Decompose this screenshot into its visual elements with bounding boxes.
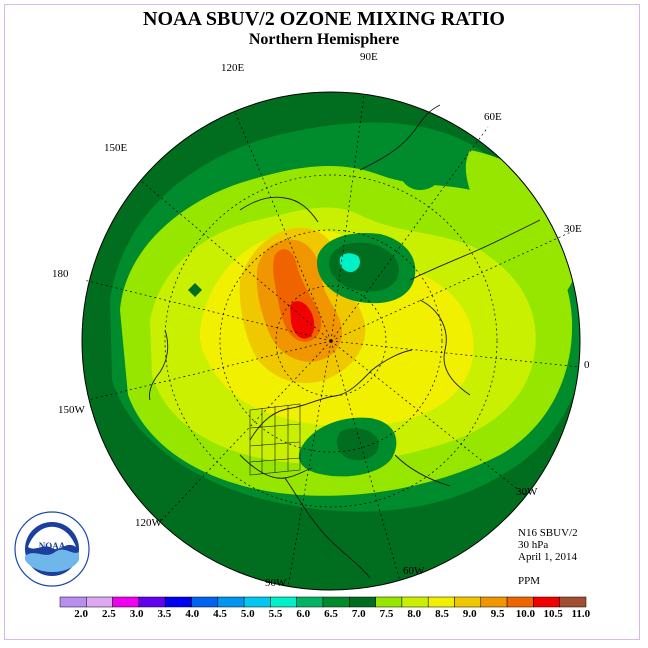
lon-label-30w: 30W <box>516 486 538 498</box>
info-date: April 1, 2014 <box>518 551 577 563</box>
colorbar-swatch <box>112 596 140 608</box>
colorbar-label: 7.5 <box>379 608 394 620</box>
colorbar-swatch <box>480 596 508 608</box>
colorbar-label: 8.5 <box>435 608 449 620</box>
colorbar-label: 2.0 <box>74 608 89 620</box>
colorbar-label: 6.5 <box>324 608 338 620</box>
colorbar-swatch <box>138 596 166 608</box>
lon-label-120w: 120W <box>135 517 162 529</box>
coastlines <box>149 104 541 579</box>
field-light-green-ne <box>465 150 579 310</box>
colorbar-label: 10.0 <box>515 608 535 620</box>
colorbar-swatch <box>454 596 482 608</box>
colorbar-label: 5.5 <box>268 608 283 620</box>
colorbar-label: 11.0 <box>571 608 591 620</box>
field-atlantic-darkgreen <box>336 428 379 461</box>
colorbar-label: 4.0 <box>185 608 200 620</box>
colorbar-swatch <box>322 596 350 608</box>
latitude-circle-30 <box>164 174 498 508</box>
colorbar-label: 9.0 <box>462 608 477 620</box>
ozone-field <box>82 92 580 590</box>
colorbar-swatch <box>349 596 376 608</box>
map-subtitle: Northern Hemisphere <box>248 31 400 48</box>
lon-label-0: 0 <box>584 359 590 371</box>
colorbar-swatch <box>559 596 587 608</box>
lon-label-60w: 60W <box>403 565 425 577</box>
colorbar-label: 7.0 <box>351 608 366 620</box>
lon-label-60e: 60E <box>484 111 502 123</box>
lon-label-90w: 90W <box>265 577 287 589</box>
lon-label-90e: 90E <box>360 51 378 63</box>
lon-label-150e: 150E <box>104 142 128 154</box>
map-title: NOAA SBUV/2 OZONE MIXING RATIO <box>143 8 505 30</box>
colorbar-swatch <box>401 596 429 608</box>
field-diamond <box>188 283 202 297</box>
figure-frame <box>4 4 640 640</box>
info-units: PPM <box>518 575 541 587</box>
colorbar-swatch <box>427 596 455 608</box>
field-red <box>290 301 315 339</box>
colorbar-swatch <box>243 596 271 608</box>
colorbar-label: 3.0 <box>129 608 144 620</box>
latitude-circle-50 <box>219 229 443 453</box>
map-boundary <box>81 91 581 591</box>
colorbar-label: 8.0 <box>407 608 422 620</box>
colorbar-swatch <box>533 596 560 608</box>
colorbar-label: 2.5 <box>102 608 116 620</box>
colorbar-label: 10.5 <box>543 608 563 620</box>
colorbar-swatch <box>296 596 324 608</box>
field-ne-green <box>398 152 442 190</box>
lon-label-180: 180 <box>52 268 69 280</box>
colorbar-label: 5.0 <box>240 608 255 620</box>
info-level: 30 hPa <box>518 539 549 551</box>
us-states <box>249 403 301 476</box>
colorbar <box>59 596 587 608</box>
colorbar-swatch <box>375 596 403 608</box>
graticule <box>83 94 581 588</box>
lon-label-30e: 30E <box>564 223 582 235</box>
colorbar-swatch <box>164 596 192 608</box>
logo-text: NOAA <box>39 541 66 551</box>
info-instrument: N16 SBUV/2 <box>518 527 578 539</box>
colorbar-swatch <box>86 596 113 608</box>
meridians <box>83 94 581 588</box>
colorbar-label: 4.5 <box>213 608 227 620</box>
colorbar-swatch <box>217 596 245 608</box>
colorbar-label: 3.5 <box>157 608 172 620</box>
colorbar-swatch <box>191 596 219 608</box>
latitude-circle-70 <box>275 285 387 397</box>
lon-label-120e: 120E <box>221 62 245 74</box>
noaa-logo: NOAA <box>14 511 90 587</box>
colorbar-swatch <box>270 596 297 608</box>
colorbar-label: 6.0 <box>296 608 311 620</box>
field-low-core <box>339 253 360 273</box>
lon-label-150w: 150W <box>58 404 85 416</box>
colorbar-swatch <box>506 596 534 608</box>
colorbar-label: 9.5 <box>490 608 505 620</box>
colorbar-swatch <box>59 596 87 608</box>
